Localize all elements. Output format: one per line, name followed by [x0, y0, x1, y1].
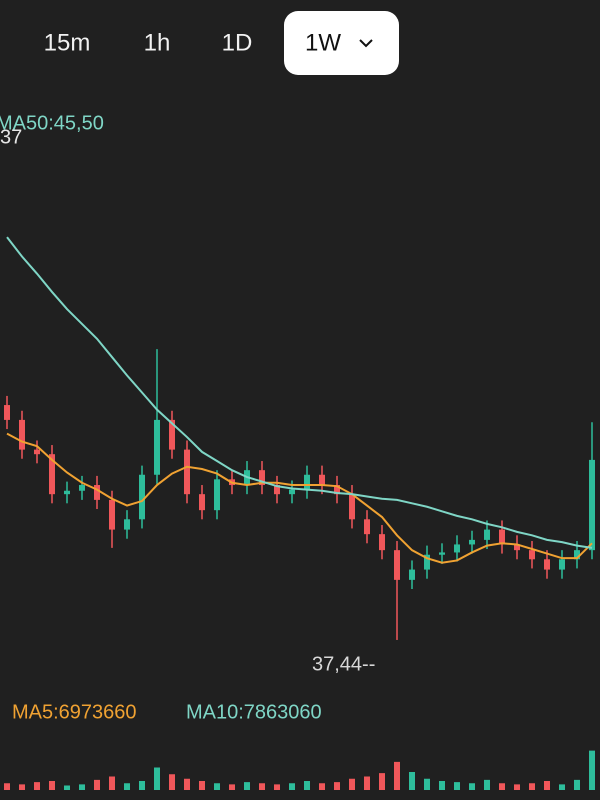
ma-line: [6, 432, 593, 564]
volume-bar: [79, 784, 85, 790]
candle-body: [469, 539, 475, 545]
volume-bar: [4, 783, 10, 790]
volume-bar: [589, 750, 595, 790]
volume-ma10-label: MA10:7863060: [186, 701, 322, 723]
candle-body: [214, 479, 220, 511]
volume-bar: [424, 778, 430, 790]
ma-line: [6, 236, 593, 549]
volume-ma5-label: MA5:6973660: [12, 701, 137, 723]
candle-body: [439, 552, 445, 555]
candle-body: [574, 550, 580, 560]
candle-body: [64, 490, 70, 495]
volume-bar: [514, 784, 520, 790]
volume-bar: [169, 774, 175, 790]
volume-bar: [34, 782, 40, 790]
volume-bar: [289, 783, 295, 790]
volume-bar: [364, 776, 370, 790]
candle-body: [199, 494, 205, 511]
candle-body: [424, 554, 430, 570]
candle-body: [394, 550, 400, 580]
volume-bar: [139, 781, 145, 790]
low-label: 37,44--: [312, 653, 375, 675]
candle-body: [514, 544, 520, 551]
candle-body: [259, 470, 265, 486]
candle-body: [589, 459, 595, 551]
candle-body: [124, 519, 130, 530]
candle-body: [19, 419, 25, 450]
candle-body: [49, 454, 55, 495]
chevron[interactable]: [359, 39, 373, 48]
volume-bar: [244, 782, 250, 790]
volume-bar: [439, 781, 445, 790]
candle-body: [94, 485, 100, 500]
volume-bar: [499, 783, 505, 790]
volume-bar: [559, 784, 565, 790]
candle-body: [169, 419, 175, 450]
candle-body: [334, 485, 340, 495]
candle-body: [319, 474, 325, 486]
volume-bar: [49, 781, 55, 790]
volume-bar: [409, 772, 415, 790]
volume-bar: [229, 784, 235, 790]
volume-bar: [394, 761, 400, 790]
candle-body: [154, 419, 160, 475]
candle-body: [139, 474, 145, 520]
volume-bar: [94, 779, 100, 790]
volume-bar: [529, 783, 535, 790]
tab[interactable]: 1h: [144, 29, 171, 56]
volume-bar: [124, 783, 130, 790]
volume-bar: [379, 773, 385, 790]
volume-bar: [199, 781, 205, 790]
candle-body: [379, 534, 385, 551]
volume-bar: [154, 767, 160, 790]
volume-bar: [574, 779, 580, 790]
candle-body: [409, 569, 415, 580]
candle-body: [529, 550, 535, 560]
selected-tab-bg[interactable]: [284, 11, 399, 75]
candle-body: [484, 529, 490, 540]
candle-body: [4, 405, 10, 420]
volume-bar: [184, 778, 190, 790]
volume-bar: [454, 782, 460, 790]
volume-bar: [319, 783, 325, 790]
volume-bar: [484, 779, 490, 790]
tab[interactable]: 15m: [44, 29, 91, 56]
tab-selected[interactable]: 1W: [305, 29, 341, 56]
volume-bar: [214, 783, 220, 790]
candle-body: [349, 494, 355, 520]
ma50-label: MA50:45,50: [0, 112, 104, 134]
candle-body: [499, 529, 505, 545]
candle-body: [304, 474, 310, 490]
volume-bar: [109, 776, 115, 790]
candle-body: [34, 449, 40, 455]
candle-body: [559, 559, 565, 570]
candle-body: [544, 559, 550, 570]
candle-body: [274, 485, 280, 495]
candle-body: [289, 489, 295, 495]
volume-bar: [274, 784, 280, 790]
volume-bar: [19, 784, 25, 790]
volume-bar: [259, 783, 265, 790]
volume-bar: [64, 785, 70, 790]
volume-bar: [469, 783, 475, 790]
top-label: 37: [0, 126, 22, 148]
candle-body: [454, 544, 460, 553]
candle-body: [79, 485, 85, 491]
volume-bar: [349, 778, 355, 790]
candle-body: [364, 519, 370, 535]
volume-bar: [304, 781, 310, 790]
candle-body: [184, 449, 190, 495]
tab[interactable]: 1D: [222, 29, 253, 56]
candle-body: [109, 499, 115, 530]
volume-bar: [334, 782, 340, 790]
volume-bar: [544, 781, 550, 790]
